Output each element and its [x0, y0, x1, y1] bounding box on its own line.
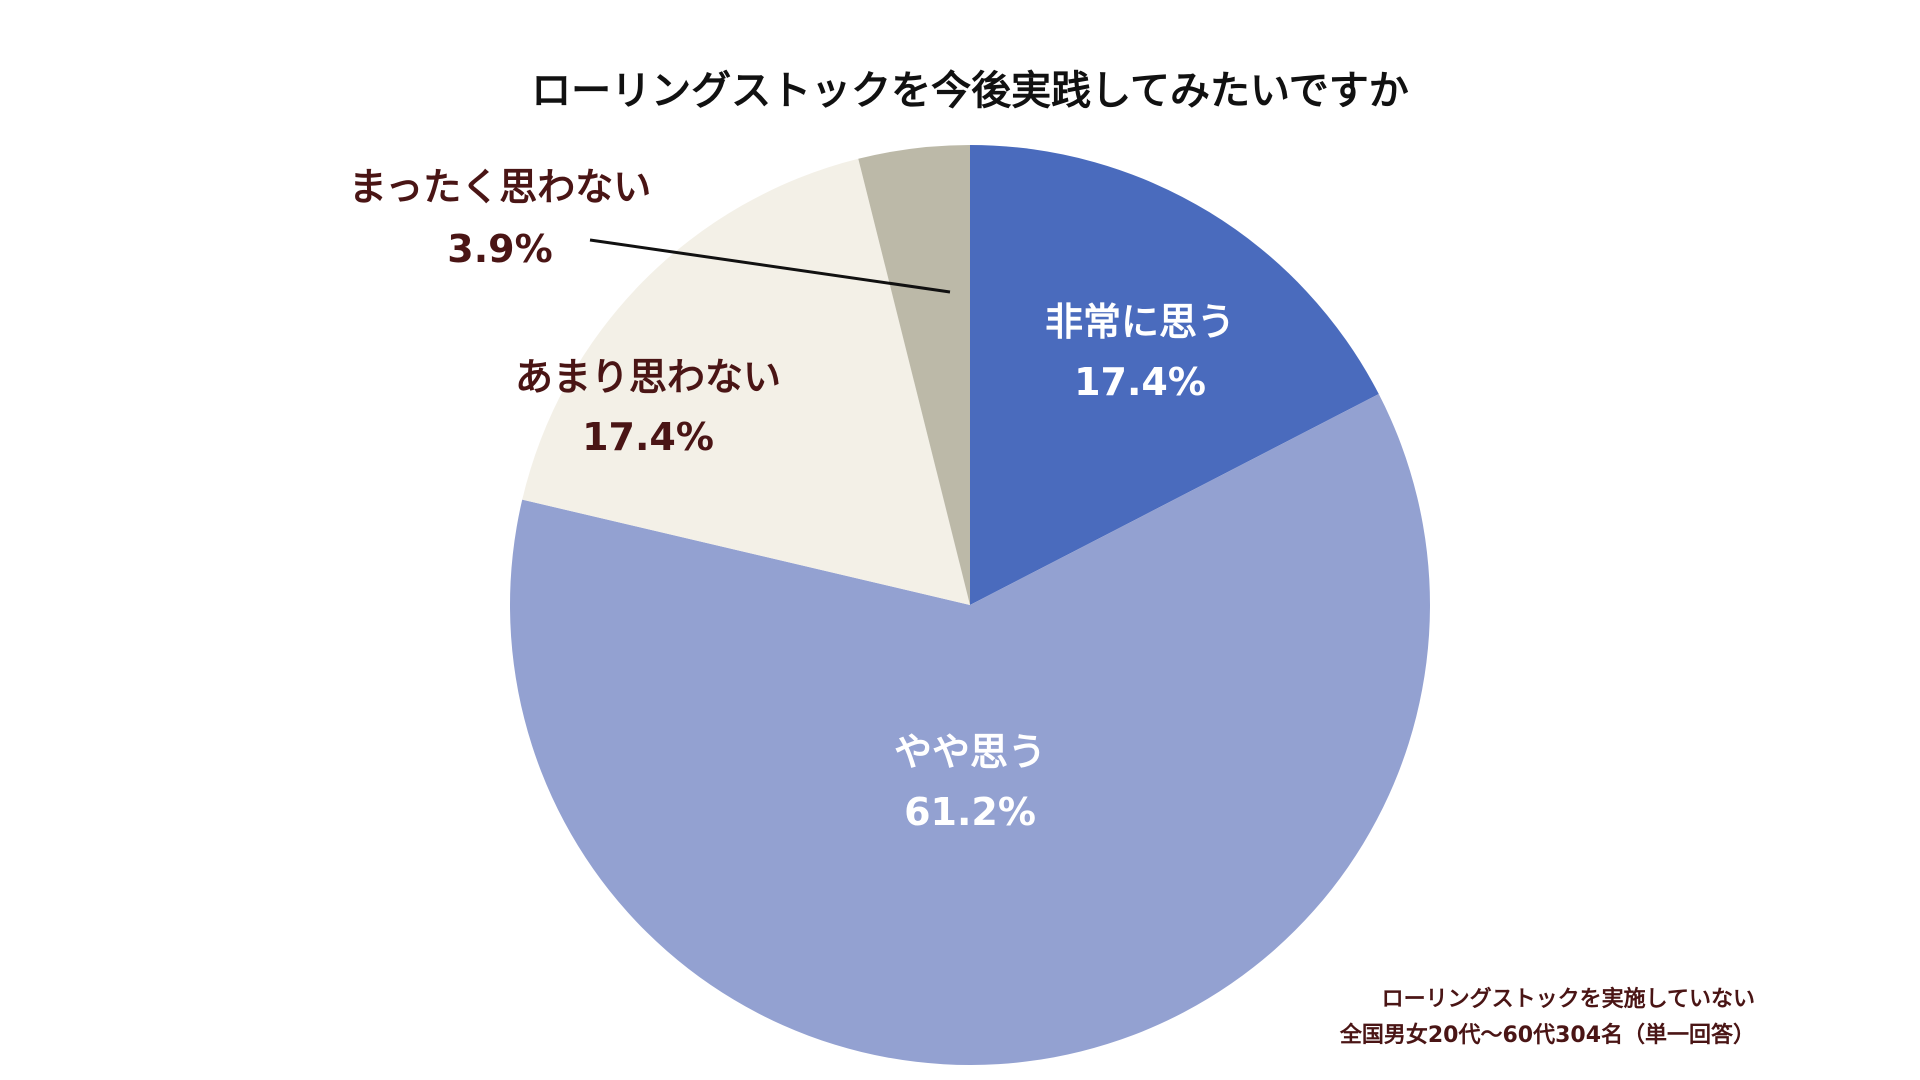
slice-label-あまり思わない: あまり思わない 17.4% [515, 355, 781, 459]
slice-label-value: 17.4% [1074, 360, 1206, 404]
slice-label-name: あまり思わない [515, 355, 781, 399]
leader-line-まったく思わない [589, 238, 951, 294]
slice-label-value: 17.4% [582, 415, 714, 459]
chart-title: ローリングストックを今後実践してみたいですか [531, 68, 1409, 114]
slice-label-value: 61.2% [904, 790, 1036, 834]
pie-slice-まったく思わない [858, 145, 970, 605]
slice-label-name: 非常に思う [1045, 300, 1235, 344]
pie-slices [509, 145, 1430, 1065]
slice-label-非常に思う: 非常に思う 17.4% [1045, 300, 1235, 404]
survey-note-line1: ローリングストックを実施していない [1382, 986, 1755, 1012]
slice-label-やや思う: やや思う 61.2% [894, 730, 1046, 834]
pie-slice-あまり思わない [522, 158, 970, 605]
pie-slice-非常に思う [970, 145, 1379, 605]
slice-label-value: 3.9% [447, 227, 552, 271]
slice-label-まったく思わない: まったく思わない 3.9% [349, 165, 651, 271]
slice-label-name: まったく思わない [349, 165, 651, 209]
slice-label-name: やや思う [894, 730, 1046, 774]
survey-note-line2: 全国男女20代〜60代304名（単一回答） [1339, 1022, 1755, 1048]
pie-slice-やや思う [509, 394, 1430, 1065]
